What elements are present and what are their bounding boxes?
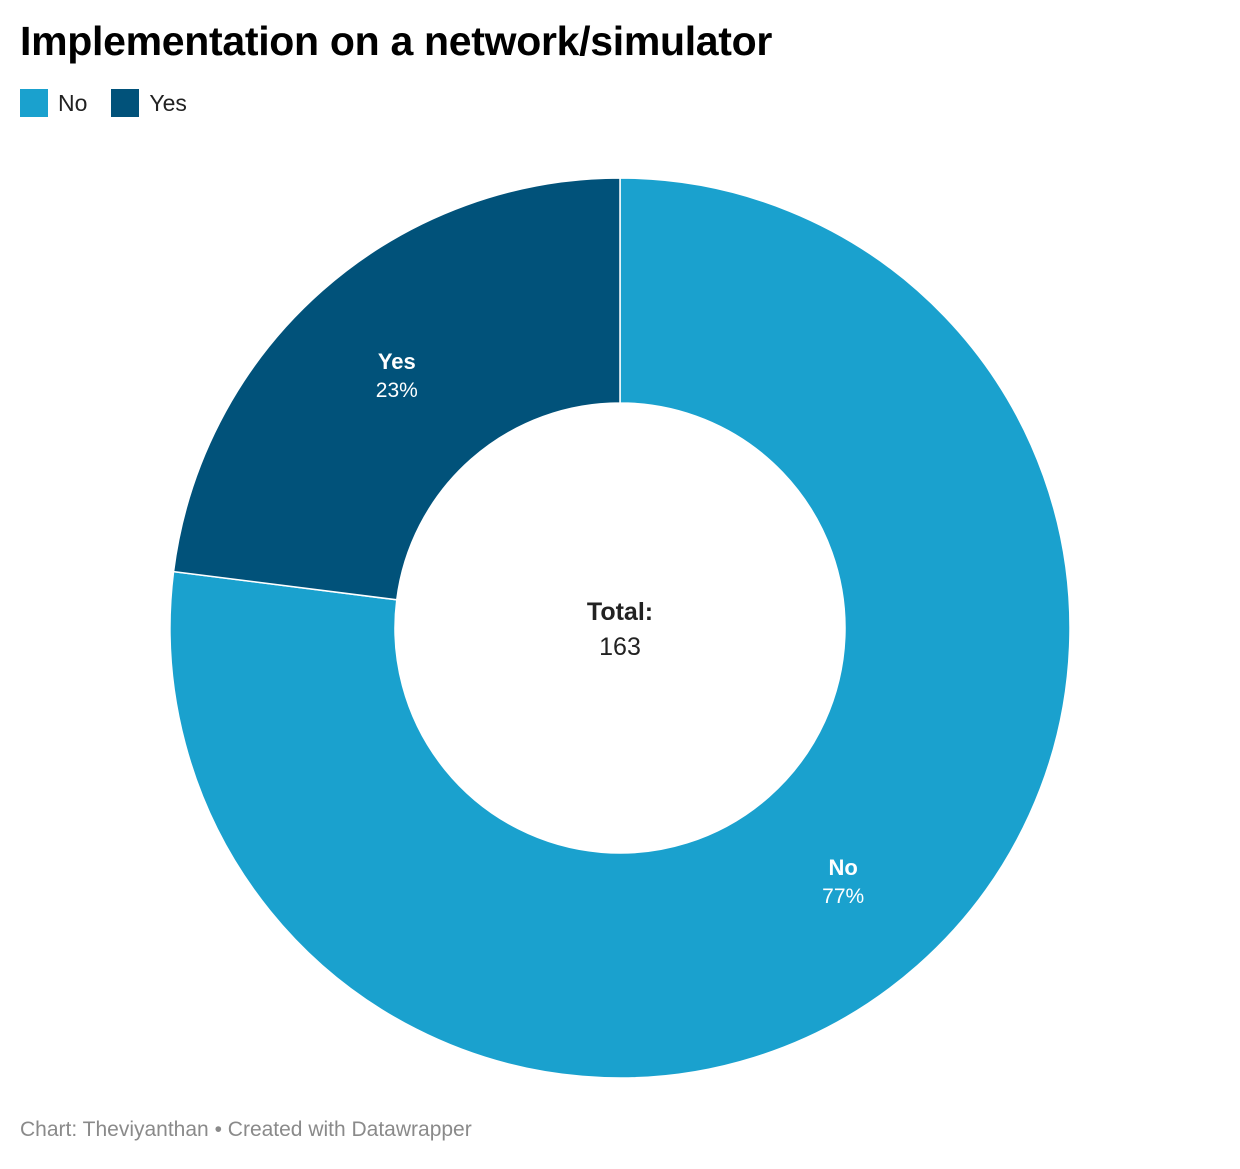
center-total-value: 163 xyxy=(599,633,641,661)
legend-swatch-yes xyxy=(111,89,140,117)
chart-title: Implementation on a network/simulator xyxy=(20,18,773,64)
legend-swatch-no xyxy=(20,89,48,117)
footer-source: Chart: Theviyanthan xyxy=(20,1118,209,1141)
legend-label-no: No xyxy=(58,89,88,116)
slice-label-yes: Yes xyxy=(378,349,416,374)
donut-slice-no xyxy=(169,177,1071,1079)
slice-value-yes: 23% xyxy=(376,379,418,402)
donut-slice-yes xyxy=(172,177,621,601)
slice-label-no: No xyxy=(829,855,858,880)
legend-label-yes: Yes xyxy=(149,89,187,116)
slice-value-no: 77% xyxy=(822,885,864,908)
legend-item-no: No xyxy=(20,89,87,117)
chart-legend: No Yes xyxy=(20,89,211,117)
footer-separator: • xyxy=(214,1118,222,1141)
legend-item-yes: Yes xyxy=(111,89,187,117)
center-total-label: Total: xyxy=(587,598,653,626)
chart-footer: Chart: Theviyanthan • Created with Dataw… xyxy=(20,1118,472,1142)
footer-credit: Created with Datawrapper xyxy=(227,1118,472,1141)
